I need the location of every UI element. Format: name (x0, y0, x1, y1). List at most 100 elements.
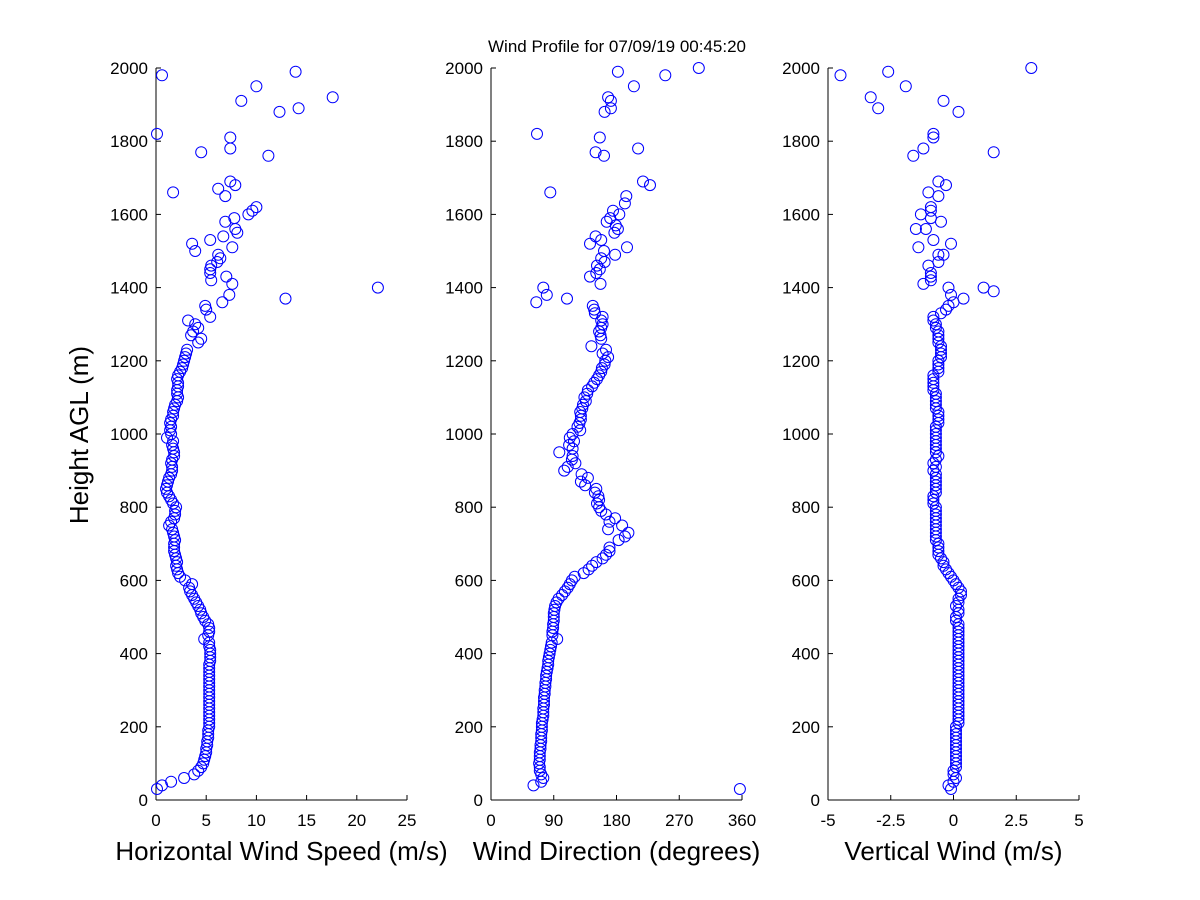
direction-data-point (569, 457, 582, 470)
speed-data-point (172, 567, 185, 580)
vertical-data-point (927, 493, 940, 506)
direction-data-point (621, 241, 633, 254)
vertical-data-point (932, 537, 945, 550)
direction-data-point (632, 142, 645, 155)
direction-data-point (595, 362, 608, 375)
direction-data-point (588, 376, 601, 389)
vertical-data-point (932, 413, 945, 426)
direction-x-tick-label: 180 (602, 811, 630, 830)
vertical-data-point (927, 457, 940, 470)
speed-data-point (199, 299, 212, 312)
direction-y-tick-label: 1800 (445, 132, 483, 151)
speed-data-point (228, 212, 241, 225)
vertical-data-point (935, 347, 947, 360)
direction-data-point (537, 772, 550, 784)
direction-data-point (692, 62, 705, 74)
vertical-x-tick-label: -2.5 (876, 811, 905, 830)
direction-data-point (584, 237, 596, 250)
direction-data-point (593, 493, 606, 506)
speed-data-point (165, 457, 178, 470)
vertical-data-point (922, 259, 935, 272)
vertical-data-point (929, 318, 942, 331)
speed-data-point (204, 234, 217, 246)
speed-data-point (229, 223, 242, 235)
speed-data-point (250, 201, 263, 214)
speed-data-point (181, 343, 194, 356)
direction-data-point (592, 490, 605, 503)
direction-data-point (574, 406, 587, 418)
direction-data-point (604, 94, 617, 107)
vertical-data-point (952, 622, 965, 634)
direction-data-point (603, 541, 616, 554)
vertical-x-tick-label: 2.5 (1004, 811, 1028, 830)
speed-y-tick-label: 0 (139, 791, 148, 810)
speed-data-point (164, 417, 177, 429)
vertical-data-point (912, 241, 925, 254)
vertical-data-point (945, 783, 957, 795)
direction-data-point (586, 559, 599, 572)
vertical-data-point (977, 281, 990, 294)
vertical-data-point (929, 475, 942, 488)
vertical-panel: 0 200 400 600 800 1000 1200 1400 1600 1800 2000 -5 -… (782, 59, 1084, 866)
direction-data-point (561, 460, 574, 473)
direction-data-point (561, 292, 573, 305)
direction-y-tick-label: 200 (455, 718, 483, 737)
direction-data-point (611, 65, 624, 78)
vertical-y-tick-label: 2000 (782, 59, 820, 78)
direction-data-point (612, 534, 625, 547)
direction-data-point (611, 223, 624, 235)
vertical-data-point (935, 340, 947, 353)
direction-data-point (604, 102, 617, 115)
speed-data-point (224, 142, 237, 155)
vertical-data-point (935, 215, 947, 228)
speed-data-point (169, 534, 182, 547)
vertical-data-point (899, 80, 912, 93)
speed-data-point (162, 475, 174, 488)
direction-x-tick-label: 270 (665, 811, 693, 830)
direction-data-point (563, 431, 576, 444)
vertical-data-point (929, 321, 942, 334)
direction-y-tick-label: 1000 (445, 425, 483, 444)
vertical-data-point (929, 420, 942, 433)
speed-data-point (186, 237, 199, 250)
direction-data-point (644, 179, 656, 192)
vertical-data-point (927, 131, 940, 144)
speed-y-tick-label: 1800 (110, 132, 148, 151)
vertical-data-point (924, 267, 937, 279)
vertical-data-point (929, 501, 942, 514)
y-axis-label: Height AGL (m) (64, 346, 94, 524)
speed-data-point (161, 479, 173, 492)
direction-data-point (590, 482, 603, 495)
direction-data-point (607, 204, 619, 217)
vertical-data-point (914, 208, 927, 221)
vertical-data-point (940, 563, 952, 576)
speed-y-tick-label: 800 (120, 498, 148, 517)
direction-data-point (622, 526, 635, 539)
vertical-data-point (932, 354, 945, 367)
vertical-data-point (834, 69, 847, 82)
vertical-data-point (932, 248, 945, 261)
direction-data-point (593, 131, 606, 144)
direction-data-point (637, 175, 649, 188)
speed-data-point (226, 277, 239, 290)
vertical-points (834, 62, 1038, 795)
direction-data-point (585, 340, 598, 353)
speed-data-point (180, 347, 193, 360)
direction-data-point (596, 552, 609, 565)
vertical-data-point (919, 223, 932, 235)
direction-data-point (586, 299, 599, 312)
speed-data-point (183, 581, 196, 594)
vertical-data-point (940, 303, 952, 316)
speed-data-point (182, 314, 195, 327)
direction-y-tick-label: 600 (455, 571, 483, 590)
speed-data-point (160, 482, 172, 495)
vertical-data-point (945, 237, 957, 250)
speed-data-point (171, 556, 184, 569)
vertical-x-tick-label: 5 (1074, 811, 1083, 830)
vertical-data-point (1025, 62, 1038, 74)
direction-data-point (659, 69, 672, 82)
direction-data-point (558, 464, 571, 477)
vertical-data-point (987, 285, 1000, 298)
direction-data-point (609, 248, 622, 261)
vertical-data-point (932, 545, 945, 558)
